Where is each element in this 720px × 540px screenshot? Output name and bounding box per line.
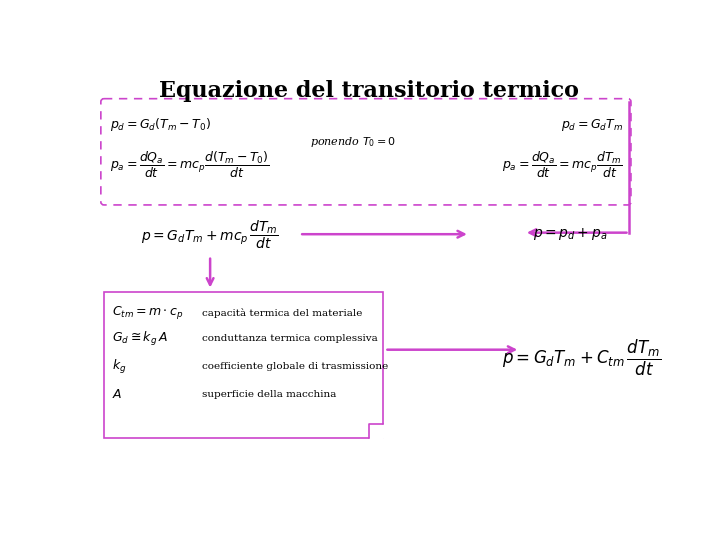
Text: $k_g$: $k_g$: [112, 357, 126, 376]
Text: conduttanza termica complessiva: conduttanza termica complessiva: [202, 334, 378, 343]
Text: Equazione del transitorio termico: Equazione del transitorio termico: [159, 80, 579, 102]
Text: $p = p_d + p_a$: $p = p_d + p_a$: [534, 226, 608, 242]
FancyBboxPatch shape: [104, 292, 383, 438]
Text: coefficiente globale di trasmissione: coefficiente globale di trasmissione: [202, 362, 389, 371]
Text: $p_d = G_d T_m$: $p_d = G_d T_m$: [561, 117, 624, 133]
Text: capacità termica del materiale: capacità termica del materiale: [202, 308, 363, 318]
FancyBboxPatch shape: [101, 99, 631, 205]
Text: $p = G_d T_m + C_{tm}\,\dfrac{dT_m}{dt}$: $p = G_d T_m + C_{tm}\,\dfrac{dT_m}{dt}$: [503, 338, 662, 377]
Text: $p_a = \dfrac{dQ_a}{dt} = mc_p\dfrac{d(T_m - T_0)}{dt}$: $p_a = \dfrac{dQ_a}{dt} = mc_p\dfrac{d(T…: [110, 150, 269, 180]
Text: $p_a = \dfrac{dQ_a}{dt} = mc_p\dfrac{dT_m}{dt}$: $p_a = \dfrac{dQ_a}{dt} = mc_p\dfrac{dT_…: [503, 150, 624, 180]
Text: $p = G_d T_m + mc_p\,\dfrac{dT_m}{dt}$: $p = G_d T_m + mc_p\,\dfrac{dT_m}{dt}$: [141, 218, 279, 251]
Text: superficie della macchina: superficie della macchina: [202, 390, 337, 399]
Text: $C_{tm} = m \cdot c_p$: $C_{tm} = m \cdot c_p$: [112, 304, 183, 321]
Text: $G_d \cong k_g\, A$: $G_d \cong k_g\, A$: [112, 330, 168, 348]
Text: ponendo $T_0 = 0$: ponendo $T_0 = 0$: [310, 135, 397, 149]
Polygon shape: [369, 424, 383, 438]
Text: $p_d = G_d(T_m - T_0)$: $p_d = G_d(T_m - T_0)$: [110, 116, 211, 133]
Text: $A$: $A$: [112, 388, 122, 401]
